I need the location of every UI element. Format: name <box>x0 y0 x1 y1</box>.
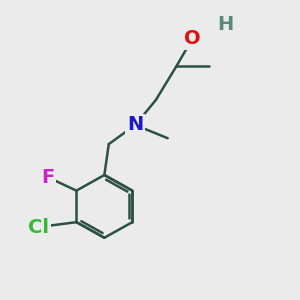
Text: O: O <box>184 28 201 48</box>
Text: Cl: Cl <box>28 218 49 237</box>
Text: F: F <box>41 168 54 187</box>
Text: N: N <box>127 116 143 134</box>
Text: H: H <box>217 15 233 34</box>
